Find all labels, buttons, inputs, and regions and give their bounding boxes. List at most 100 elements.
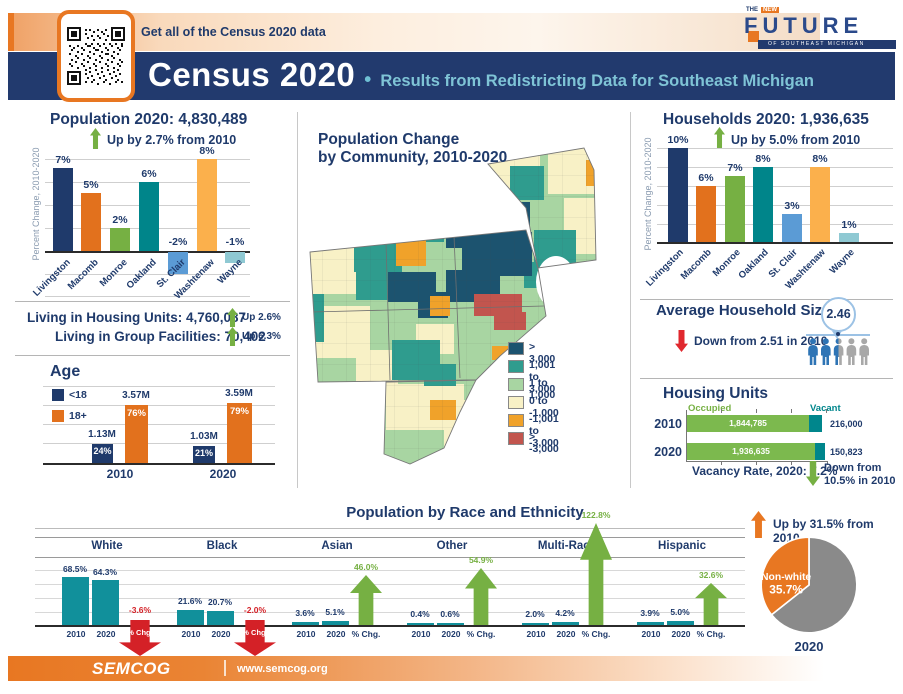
households-title: Households 2020: 1,936,635 bbox=[663, 111, 869, 128]
race-bar bbox=[667, 621, 694, 625]
race-chg-col-inverse: % Chg. bbox=[127, 628, 153, 637]
age-legend-adult-swatch bbox=[52, 410, 64, 422]
race-title: Population by Race and Ethnicity bbox=[346, 504, 584, 521]
race-xtick: 2010 bbox=[526, 629, 546, 639]
housing-units-title: Housing Units bbox=[663, 385, 769, 402]
logo-new: NEW bbox=[761, 7, 779, 13]
living-housing-label: Living in Housing Units: 4,760,087 bbox=[27, 310, 247, 325]
age-bar-under-2020 bbox=[193, 446, 215, 463]
occupied-value-2020: 1,936,635 bbox=[732, 446, 770, 456]
race-axis bbox=[35, 625, 745, 627]
vacant-value-2020: 150,823 bbox=[830, 447, 863, 457]
age-bar-adult-2020 bbox=[227, 403, 252, 463]
race-chg-col: % Chg. bbox=[351, 629, 381, 639]
race-xtick: 2010 bbox=[181, 629, 201, 639]
legend-label: 0 to -1,000 bbox=[529, 395, 559, 419]
race-chg-value: 54.9% bbox=[468, 555, 494, 565]
pie-slice-label: Non-white bbox=[761, 572, 811, 583]
race-value: 4.2% bbox=[555, 608, 575, 618]
race-category-other: Other bbox=[436, 540, 468, 552]
divider-left-column bbox=[297, 112, 298, 488]
population-value: 6% bbox=[141, 168, 157, 180]
race-xtick: 2020 bbox=[96, 629, 116, 639]
race-xtick: 2010 bbox=[66, 629, 86, 639]
title-separator: • bbox=[364, 69, 372, 91]
households-value: 6% bbox=[698, 172, 714, 184]
race-value: 0.6% bbox=[440, 609, 460, 619]
age-pct: 21% bbox=[194, 448, 213, 458]
race-value: 3.9% bbox=[640, 608, 660, 618]
race-category-hispanic: Hispanic bbox=[658, 540, 706, 552]
living-housing-up-arrow-icon bbox=[227, 308, 238, 327]
legend-label: > -3,000 bbox=[529, 431, 559, 455]
households-up-arrow-icon bbox=[714, 127, 725, 148]
pie-year-label: 2020 bbox=[794, 639, 824, 654]
age-bar-adult-2010 bbox=[125, 405, 148, 463]
housing-units-baseline bbox=[686, 461, 828, 462]
households-bar-oakland bbox=[753, 167, 773, 242]
race-value: 3.6% bbox=[295, 608, 315, 618]
race-xtick: 2010 bbox=[411, 629, 431, 639]
households-bar-wayne bbox=[839, 233, 859, 242]
race-category-black: Black bbox=[206, 540, 238, 552]
age-legend-adult-label: 18+ bbox=[69, 410, 87, 422]
map-title-line1: Population Change bbox=[318, 131, 460, 148]
living-group-change: Up 6.3% bbox=[242, 331, 281, 342]
households-value: 10% bbox=[667, 134, 689, 146]
footer-url[interactable]: www.semcog.org bbox=[237, 663, 328, 675]
race-xtick: 2020 bbox=[326, 629, 346, 639]
households-bar-stclair bbox=[782, 214, 802, 242]
legend-label: 1,001 to 3,000 bbox=[529, 359, 556, 395]
race-chg-value: -3.6% bbox=[128, 605, 152, 615]
map-title-line2: by Community, 2010-2020 bbox=[318, 149, 508, 166]
age-value: 3.59M bbox=[225, 388, 253, 399]
living-group-up-arrow-icon bbox=[227, 327, 238, 346]
pie-chart: Non-white 35.7% bbox=[760, 536, 858, 634]
race-bar bbox=[292, 622, 319, 625]
map-graphic bbox=[309, 147, 597, 465]
population-value: -1% bbox=[225, 236, 245, 248]
footer-bar bbox=[8, 656, 895, 681]
race-bar bbox=[637, 622, 664, 625]
age-value: 1.13M bbox=[88, 429, 116, 440]
population-bar-wayne bbox=[225, 252, 245, 263]
race-xtick: 2020 bbox=[441, 629, 461, 639]
living-housing-change: Up 2.6% bbox=[242, 312, 281, 323]
race-value: 20.7% bbox=[207, 597, 233, 607]
living-group-label: Living in Group Facilities: 70,402 bbox=[55, 329, 266, 344]
population-bar-oakland bbox=[139, 182, 159, 251]
race-category-white: White bbox=[91, 540, 123, 552]
households-value: 8% bbox=[812, 153, 828, 165]
legend-swatch bbox=[508, 396, 524, 409]
race-value: 5.1% bbox=[325, 607, 345, 617]
race-value: 2.0% bbox=[525, 609, 545, 619]
occupied-label: Occupied bbox=[688, 403, 732, 414]
vacancy-rate-label: Vacancy Rate, 2020: 7.2% bbox=[692, 464, 838, 478]
housing-bar-occupied-2020: 1,936,635 bbox=[687, 443, 815, 460]
pie-slice-value: 35.7% bbox=[769, 582, 803, 596]
population-value: 7% bbox=[55, 154, 71, 166]
footer-divider bbox=[224, 660, 226, 676]
people-dot bbox=[836, 332, 840, 336]
legend-label: -1,001 to -3,000 bbox=[529, 413, 559, 449]
title-row: Census 2020 • Results from Redistricting… bbox=[148, 56, 814, 94]
qr-code[interactable] bbox=[57, 10, 135, 102]
race-value: 21.6% bbox=[177, 596, 203, 606]
logo-subline: OF SOUTHEAST MICHIGAN bbox=[758, 40, 896, 49]
age-bar-under-2010 bbox=[92, 444, 113, 463]
population-title: Population 2020: 4,830,489 bbox=[50, 111, 248, 128]
age-value: 1.03M bbox=[190, 431, 218, 442]
households-value: 7% bbox=[727, 162, 743, 174]
race-bar bbox=[177, 610, 204, 625]
race-bar bbox=[62, 577, 89, 625]
households-value: 8% bbox=[755, 153, 771, 165]
legend-swatch bbox=[508, 432, 524, 445]
race-bar bbox=[207, 611, 234, 625]
housing-bar-vacant-2020 bbox=[815, 443, 825, 460]
age-legend-under-swatch bbox=[52, 389, 64, 401]
occupied-value-2010: 1,844,785 bbox=[729, 418, 767, 428]
